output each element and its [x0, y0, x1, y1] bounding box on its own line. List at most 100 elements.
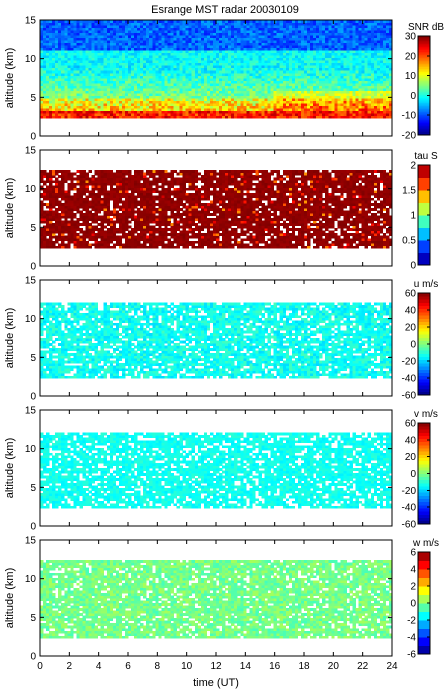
- heatmap-cell: [146, 40, 149, 43]
- heatmap-cell: [92, 50, 95, 53]
- heatmap-cell: [255, 43, 258, 46]
- heatmap-cell: [216, 33, 219, 36]
- heatmap-cell: [128, 30, 131, 33]
- heatmap-cell: [204, 25, 207, 28]
- heatmap-cell: [350, 91, 353, 94]
- heatmap-cell: [304, 75, 307, 78]
- heatmap-cell: [301, 106, 304, 109]
- heatmap-cell: [213, 93, 216, 96]
- heatmap-cell: [70, 211, 73, 214]
- heatmap-cell: [137, 78, 140, 81]
- heatmap-cell: [158, 43, 161, 46]
- heatmap-cell: [207, 111, 210, 114]
- heatmap-cell: [170, 33, 173, 36]
- heatmap-cell: [265, 60, 268, 63]
- heatmap-cell: [310, 111, 313, 114]
- heatmap-cell: [131, 28, 134, 31]
- heatmap-cell: [377, 33, 380, 36]
- heatmap-cell: [374, 75, 377, 78]
- heatmap-cell: [350, 65, 353, 68]
- heatmap-cell: [170, 83, 173, 86]
- heatmap-cell: [216, 78, 219, 81]
- heatmap-cell: [359, 78, 362, 81]
- heatmap-cell: [307, 73, 310, 76]
- heatmap-cell: [49, 68, 52, 71]
- heatmap-cell: [49, 75, 52, 78]
- heatmap-cell: [61, 86, 64, 89]
- heatmap-cell: [319, 48, 322, 51]
- heatmap-cell: [371, 63, 374, 66]
- heatmap-cell: [195, 88, 198, 91]
- heatmap-cell: [73, 88, 76, 91]
- heatmap-cell: [295, 28, 298, 31]
- heatmap-cell: [177, 111, 180, 114]
- heatmap-cell: [207, 53, 210, 56]
- heatmap-cell: [325, 55, 328, 58]
- heatmap-cell: [198, 68, 201, 71]
- heatmap-cell: [146, 75, 149, 78]
- heatmap-cell: [125, 86, 128, 89]
- heatmap-cell: [289, 68, 292, 71]
- heatmap-cell: [186, 43, 189, 46]
- heatmap-cell: [70, 65, 73, 68]
- heatmap-cell: [146, 113, 149, 116]
- heatmap-cell: [295, 25, 298, 28]
- heatmap-cell: [167, 111, 170, 114]
- heatmap-cell: [386, 103, 389, 106]
- heatmap-cell: [265, 43, 268, 46]
- heatmap-cell: [374, 25, 377, 28]
- heatmap-cell: [316, 83, 319, 86]
- heatmap-cell: [170, 81, 173, 84]
- heatmap-cell: [328, 55, 331, 58]
- heatmap-cell: [371, 111, 374, 114]
- heatmap-cell: [101, 53, 104, 56]
- heatmap-cell: [213, 91, 216, 94]
- heatmap-cell: [292, 96, 295, 99]
- heatmap-cell: [79, 88, 82, 91]
- heatmap-cell: [243, 33, 246, 36]
- heatmap-cell: [307, 50, 310, 53]
- heatmap-cell: [122, 98, 125, 101]
- heatmap-cell: [228, 88, 231, 91]
- heatmap-cell: [192, 96, 195, 99]
- heatmap-cell: [140, 35, 143, 38]
- heatmap-cell: [158, 25, 161, 28]
- heatmap-cell: [286, 116, 289, 119]
- heatmap-cell: [328, 83, 331, 86]
- heatmap-cell: [283, 70, 286, 73]
- heatmap-cell: [61, 170, 64, 173]
- heatmap-cell: [219, 35, 222, 38]
- heatmap-cell: [158, 111, 161, 114]
- heatmap-cell: [228, 45, 231, 48]
- heatmap-cell: [58, 193, 61, 196]
- heatmap-cell: [307, 45, 310, 48]
- heatmap-cell: [304, 40, 307, 43]
- heatmap-cell: [155, 28, 158, 31]
- heatmap-cell: [325, 108, 328, 111]
- heatmap-cell: [67, 243, 70, 246]
- heatmap-cell: [113, 113, 116, 116]
- heatmap-cell: [213, 60, 216, 63]
- heatmap-cell: [325, 73, 328, 76]
- heatmap-cell: [353, 103, 356, 106]
- heatmap-cell: [110, 45, 113, 48]
- heatmap-cell: [371, 83, 374, 86]
- heatmap-cell: [219, 70, 222, 73]
- heatmap-cell: [295, 113, 298, 116]
- heatmap-cell: [328, 70, 331, 73]
- heatmap-cell: [125, 45, 128, 48]
- heatmap-cell: [340, 68, 343, 71]
- heatmap-cell: [146, 93, 149, 96]
- heatmap-cell: [353, 101, 356, 104]
- heatmap-cell: [301, 98, 304, 101]
- heatmap-cell: [55, 113, 58, 116]
- heatmap-cell: [122, 103, 125, 106]
- heatmap-cell: [343, 68, 346, 71]
- heatmap-cell: [174, 53, 177, 56]
- heatmap-cell: [343, 53, 346, 56]
- heatmap-cell: [310, 25, 313, 28]
- heatmap-cell: [73, 35, 76, 38]
- heatmap-cell: [340, 30, 343, 33]
- heatmap-cell: [362, 53, 365, 56]
- heatmap-cell: [368, 111, 371, 114]
